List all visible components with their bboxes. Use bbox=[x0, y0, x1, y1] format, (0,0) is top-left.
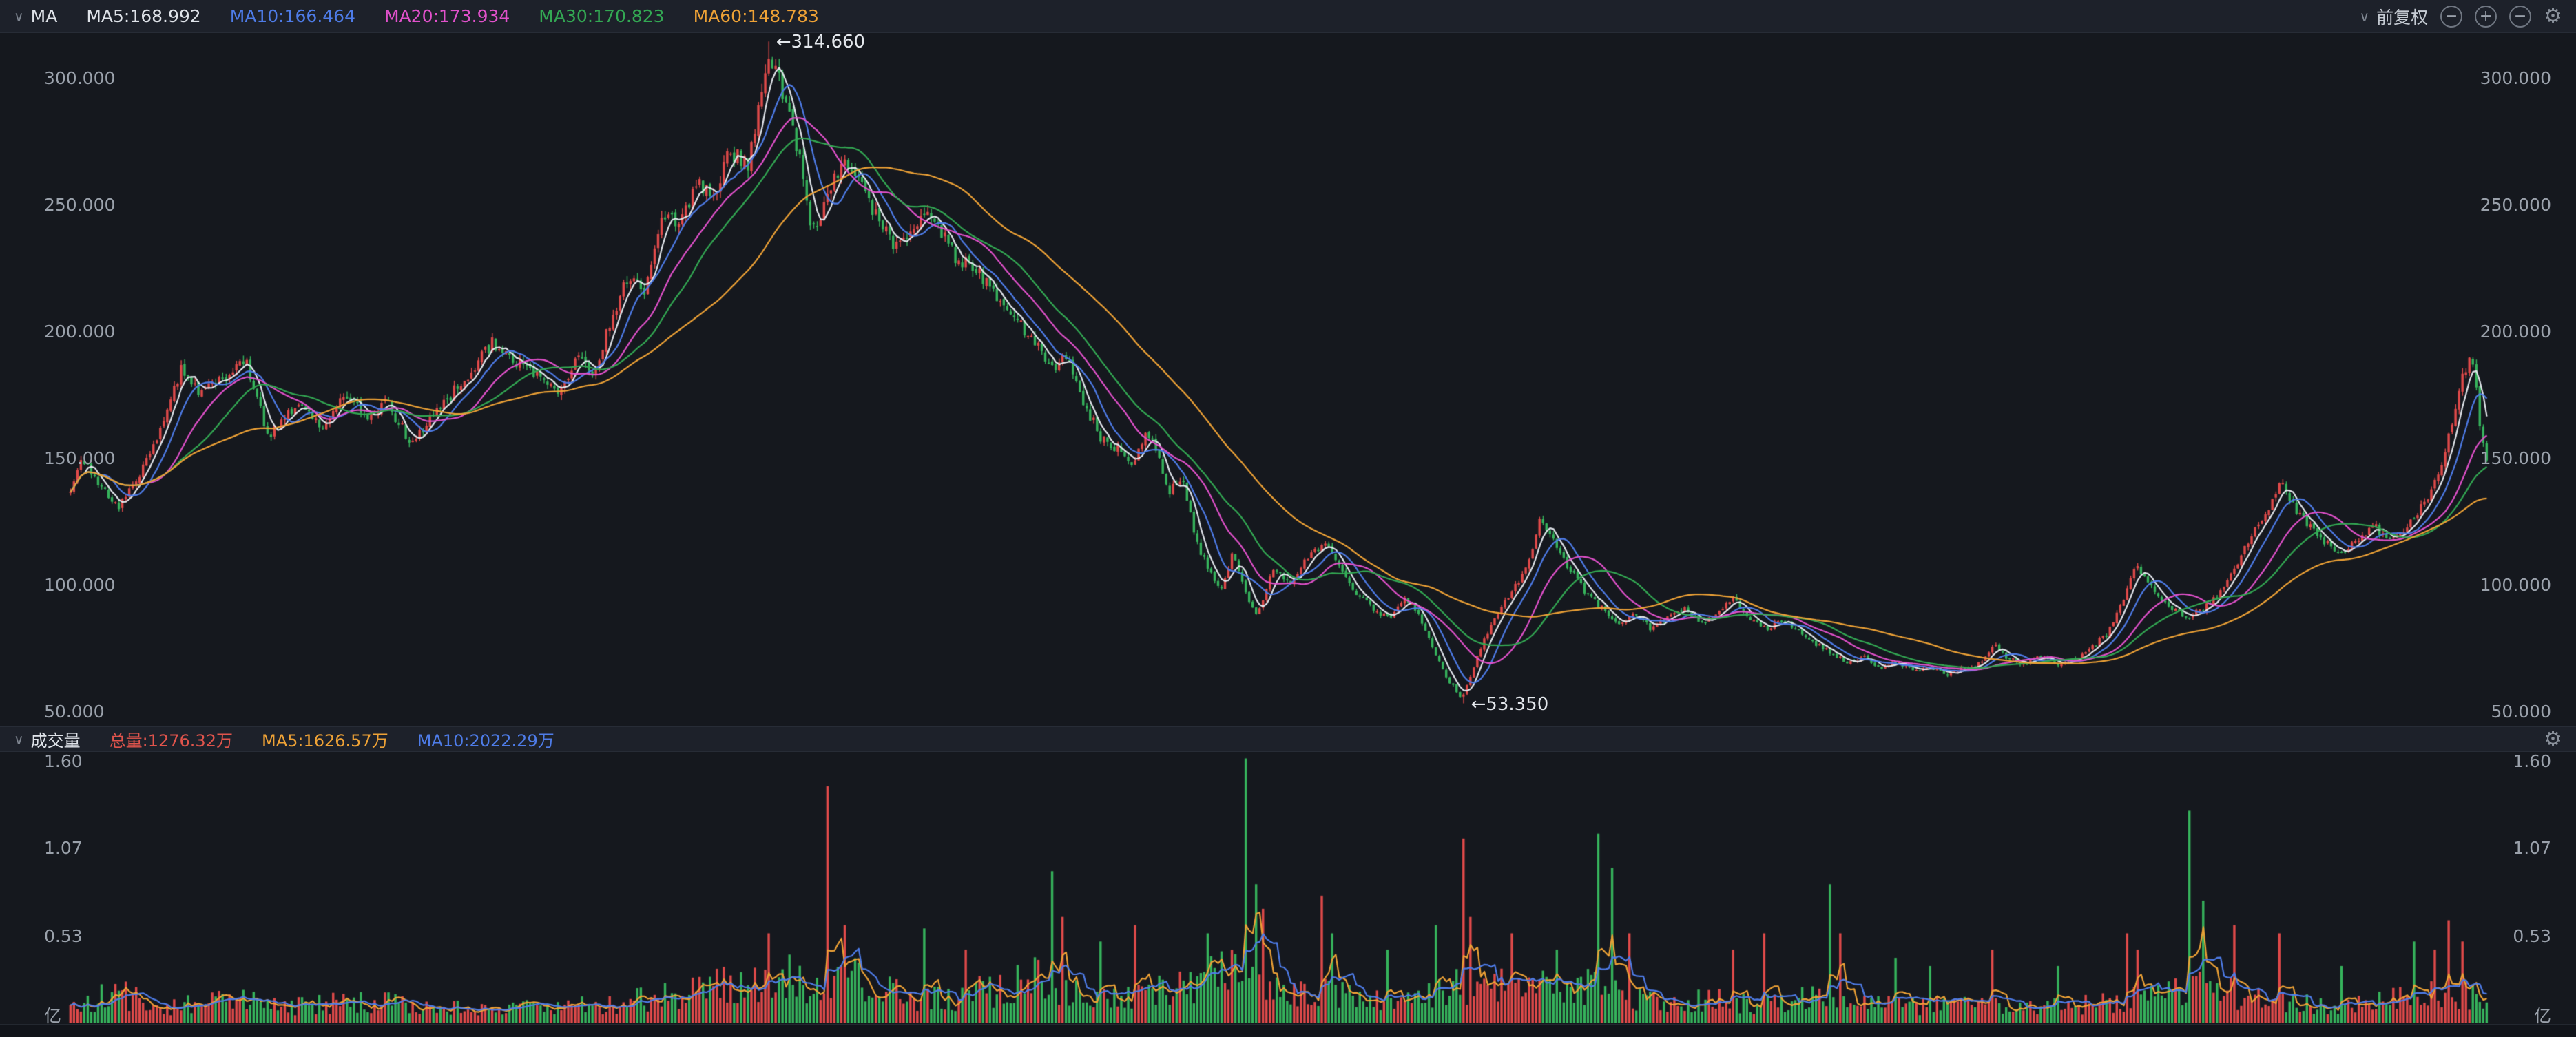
chevron-down-icon: ∨ bbox=[2359, 8, 2370, 25]
horizontal-scrollbar[interactable] bbox=[0, 1024, 2576, 1037]
zoom-in-icon[interactable]: + bbox=[2475, 5, 2497, 28]
volume-indicator-selector[interactable]: ∨ 成交量 bbox=[14, 727, 81, 751]
total-volume-value: 总量:1276.32万 bbox=[109, 731, 233, 751]
volume-unit-label: 亿 bbox=[44, 1006, 62, 1026]
chevron-down-icon: ∨ bbox=[14, 731, 24, 748]
chevron-down-icon: ∨ bbox=[14, 8, 24, 25]
reset-zoom-icon[interactable]: − bbox=[2509, 5, 2532, 28]
indicator-label: MA bbox=[30, 6, 58, 26]
volume-settings-icon[interactable]: ⚙ bbox=[2544, 726, 2562, 751]
volume-canvas[interactable] bbox=[0, 752, 2576, 1023]
ma60-legend-value: MA60:148.783 bbox=[693, 6, 819, 26]
ma30-legend-value: MA30:170.823 bbox=[539, 6, 665, 26]
zoom-out-icon[interactable]: − bbox=[2440, 5, 2463, 28]
volume-header-left: ∨ 成交量 总量:1276.32万 MA5:1626.57万 MA10:2022… bbox=[14, 727, 554, 751]
ma20-legend-value: MA20:173.934 bbox=[384, 6, 510, 26]
price-chart-panel: 300.000 250.000 200.000 150.000 100.000 … bbox=[0, 32, 2576, 727]
volume-title: 成交量 bbox=[30, 731, 81, 751]
ma5-legend-value: MA5:168.992 bbox=[86, 6, 201, 26]
toolbar-right: ∨ 前复权 − + − ⚙ bbox=[2359, 4, 2562, 29]
settings-icon[interactable]: ⚙ bbox=[2544, 3, 2562, 28]
vol-ma10-legend-value: MA10:2022.29万 bbox=[417, 731, 554, 751]
adjust-mode-label: 前复权 bbox=[2376, 7, 2429, 28]
chart-toolbar: ∨ MA MA5:168.992 MA10:166.464 MA20:173.9… bbox=[0, 0, 2576, 33]
volume-unit-label: 亿 bbox=[2533, 1006, 2551, 1026]
toolbar-left: ∨ MA MA5:168.992 MA10:166.464 MA20:173.9… bbox=[14, 6, 819, 26]
volume-chart-panel: 1.60 1.07 0.53 1.60 1.07 0.53 亿 亿 bbox=[0, 751, 2576, 1026]
adjust-mode-selector[interactable]: ∨ 前复权 bbox=[2359, 4, 2428, 29]
indicator-selector[interactable]: ∨ MA bbox=[14, 6, 57, 26]
candlestick-canvas[interactable] bbox=[0, 33, 2576, 727]
volume-header: ∨ 成交量 总量:1276.32万 MA5:1626.57万 MA10:2022… bbox=[0, 727, 2576, 752]
ma10-legend-value: MA10:166.464 bbox=[229, 6, 355, 26]
vol-ma5-legend-value: MA5:1626.57万 bbox=[261, 731, 388, 751]
